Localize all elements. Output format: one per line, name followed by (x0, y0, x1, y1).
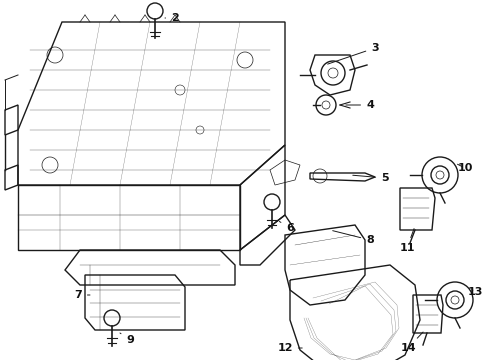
Text: 14: 14 (400, 332, 423, 353)
Text: 5: 5 (353, 173, 389, 183)
Text: 7: 7 (74, 290, 90, 300)
Text: 9: 9 (120, 333, 134, 345)
Text: 3: 3 (328, 43, 379, 64)
Text: 10: 10 (457, 163, 473, 173)
Text: 11: 11 (399, 229, 415, 253)
Text: 2: 2 (165, 13, 179, 23)
Text: 13: 13 (467, 287, 483, 297)
Text: 6: 6 (279, 221, 294, 233)
Text: 8: 8 (333, 231, 374, 245)
Text: 12: 12 (277, 343, 302, 353)
Text: 4: 4 (346, 100, 374, 110)
